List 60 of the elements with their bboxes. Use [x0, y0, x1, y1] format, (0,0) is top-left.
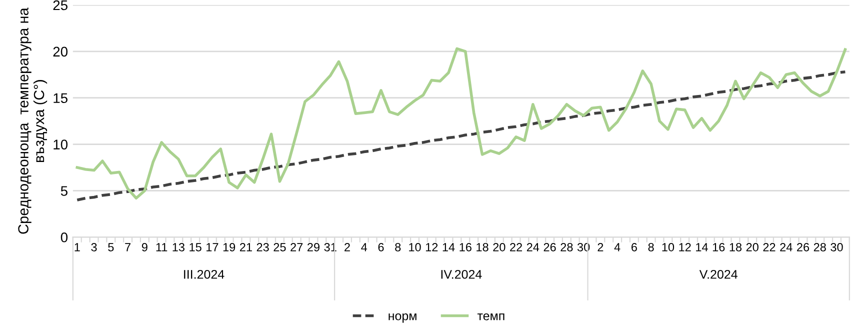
- x-tick-label: 4: [361, 243, 368, 252]
- x-tick-label: 24: [780, 243, 792, 252]
- y-axis-title: Среднодеоноща температура на въздуха (C°): [18, 8, 48, 234]
- x-tick-label: 31: [324, 243, 336, 252]
- line-series: [76, 70, 847, 202]
- y-tick-label: 5: [60, 186, 68, 196]
- x-tick-label: 24: [526, 243, 540, 252]
- x-tick-label: 20: [493, 243, 506, 252]
- x-tick-label: 3: [91, 243, 97, 252]
- x-tick-label: 22: [763, 243, 776, 252]
- x-tick-label: 21: [240, 243, 252, 252]
- x-tick-label: 2: [598, 243, 604, 252]
- x-tick-label: 19: [223, 243, 236, 252]
- x-tick-label: 16: [712, 243, 725, 252]
- x-tick-label: 28: [814, 243, 826, 252]
- y-tick-label: 10: [54, 140, 68, 150]
- legend-label: темп: [477, 313, 504, 320]
- line-series: [76, 47, 847, 200]
- x-tick-label: 20: [746, 243, 758, 252]
- x-tick-label: 30: [830, 243, 843, 252]
- x-tick-label: 18: [730, 243, 742, 252]
- x-tick-label: 4: [614, 243, 620, 252]
- x-tick-label: 25: [274, 243, 286, 252]
- x-tick-label: 23: [256, 243, 269, 252]
- text: V.2024: [699, 270, 738, 279]
- x-tick-label: 1: [74, 243, 80, 252]
- legend-label: норм: [388, 313, 416, 323]
- x-tick-label: 5: [108, 243, 114, 252]
- x-tick-label: 11: [156, 243, 168, 252]
- x-tick-label: 12: [426, 243, 438, 252]
- y-tick-label: 15: [54, 93, 68, 104]
- y-tick-label: 0: [60, 232, 68, 242]
- x-tick-label: 30: [577, 243, 590, 252]
- x-tick-label: 12: [679, 243, 691, 252]
- x-tick-label: 27: [290, 243, 303, 252]
- x-tick-label: 8: [648, 243, 654, 252]
- x-tick-label: 13: [172, 243, 184, 252]
- text: III.2024: [184, 270, 224, 279]
- x-tick-label: 14: [696, 243, 708, 252]
- x-tick-label: 7: [125, 243, 130, 252]
- text: IV.2024: [441, 270, 482, 279]
- x-tick-label: 17: [206, 243, 218, 252]
- x-tick-label: 16: [460, 243, 472, 252]
- x-tick-label: 10: [409, 243, 421, 252]
- x-tick-label: 10: [662, 243, 674, 252]
- x-tick-label: 29: [308, 243, 320, 252]
- y-tick-label: 20: [53, 46, 68, 57]
- x-tick-label: 22: [510, 243, 522, 252]
- x-tick-label: 28: [560, 243, 573, 252]
- x-tick-label: 6: [378, 243, 384, 252]
- x-tick-label: 9: [142, 243, 148, 252]
- x-tick-label: 18: [476, 243, 488, 252]
- x-tick-label: 26: [544, 243, 556, 252]
- x-tick-label: 8: [395, 243, 401, 252]
- x-tick-label: 14: [442, 243, 455, 252]
- x-tick-label: 26: [797, 243, 810, 252]
- x-tick-label: 2: [344, 243, 350, 252]
- y-tick-label: 25: [53, 0, 68, 10]
- x-tick-label: 15: [190, 243, 202, 252]
- x-tick-label: 6: [632, 243, 637, 252]
